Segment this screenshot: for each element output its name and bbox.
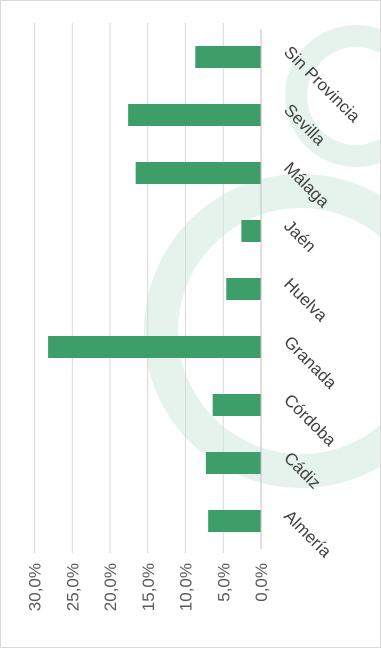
- category-label-jaen: Jaén: [280, 216, 320, 256]
- tick-label-5: 25,0%: [63, 563, 82, 611]
- bar-sin-provincia: [195, 46, 261, 68]
- bar-cadiz: [205, 452, 261, 474]
- tick-label-4: 20,0%: [101, 563, 120, 611]
- bar-granada: [48, 336, 262, 358]
- tick-label-6: 30,0%: [26, 563, 45, 611]
- bar-sevilla: [128, 104, 261, 126]
- watermark-ring-small: [285, 25, 380, 167]
- bar-almeria: [208, 510, 261, 532]
- bars: [48, 46, 262, 532]
- watermark-logo: [144, 25, 380, 488]
- value-axis-labels: 0,0% 5,0% 10,0% 15,0% 20,0% 25,0% 30,0%: [26, 563, 272, 611]
- tick-label-0: 0,0%: [252, 563, 271, 602]
- bar-jaen: [241, 220, 261, 242]
- bar-huelva: [226, 278, 261, 300]
- tick-label-2: 10,0%: [177, 563, 196, 611]
- tick-label-3: 15,0%: [139, 563, 158, 611]
- category-label-cordoba: Córdoba: [280, 390, 340, 450]
- watermark-ring: [144, 174, 380, 488]
- category-label-almeria: Almería: [280, 506, 335, 561]
- bar-cordoba: [212, 394, 261, 416]
- category-label-granada: Granada: [280, 332, 341, 393]
- gridlines: [34, 23, 224, 553]
- category-label-huelva: Huelva: [280, 274, 331, 325]
- tick-label-1: 5,0%: [214, 563, 233, 602]
- bar-malaga: [135, 162, 261, 184]
